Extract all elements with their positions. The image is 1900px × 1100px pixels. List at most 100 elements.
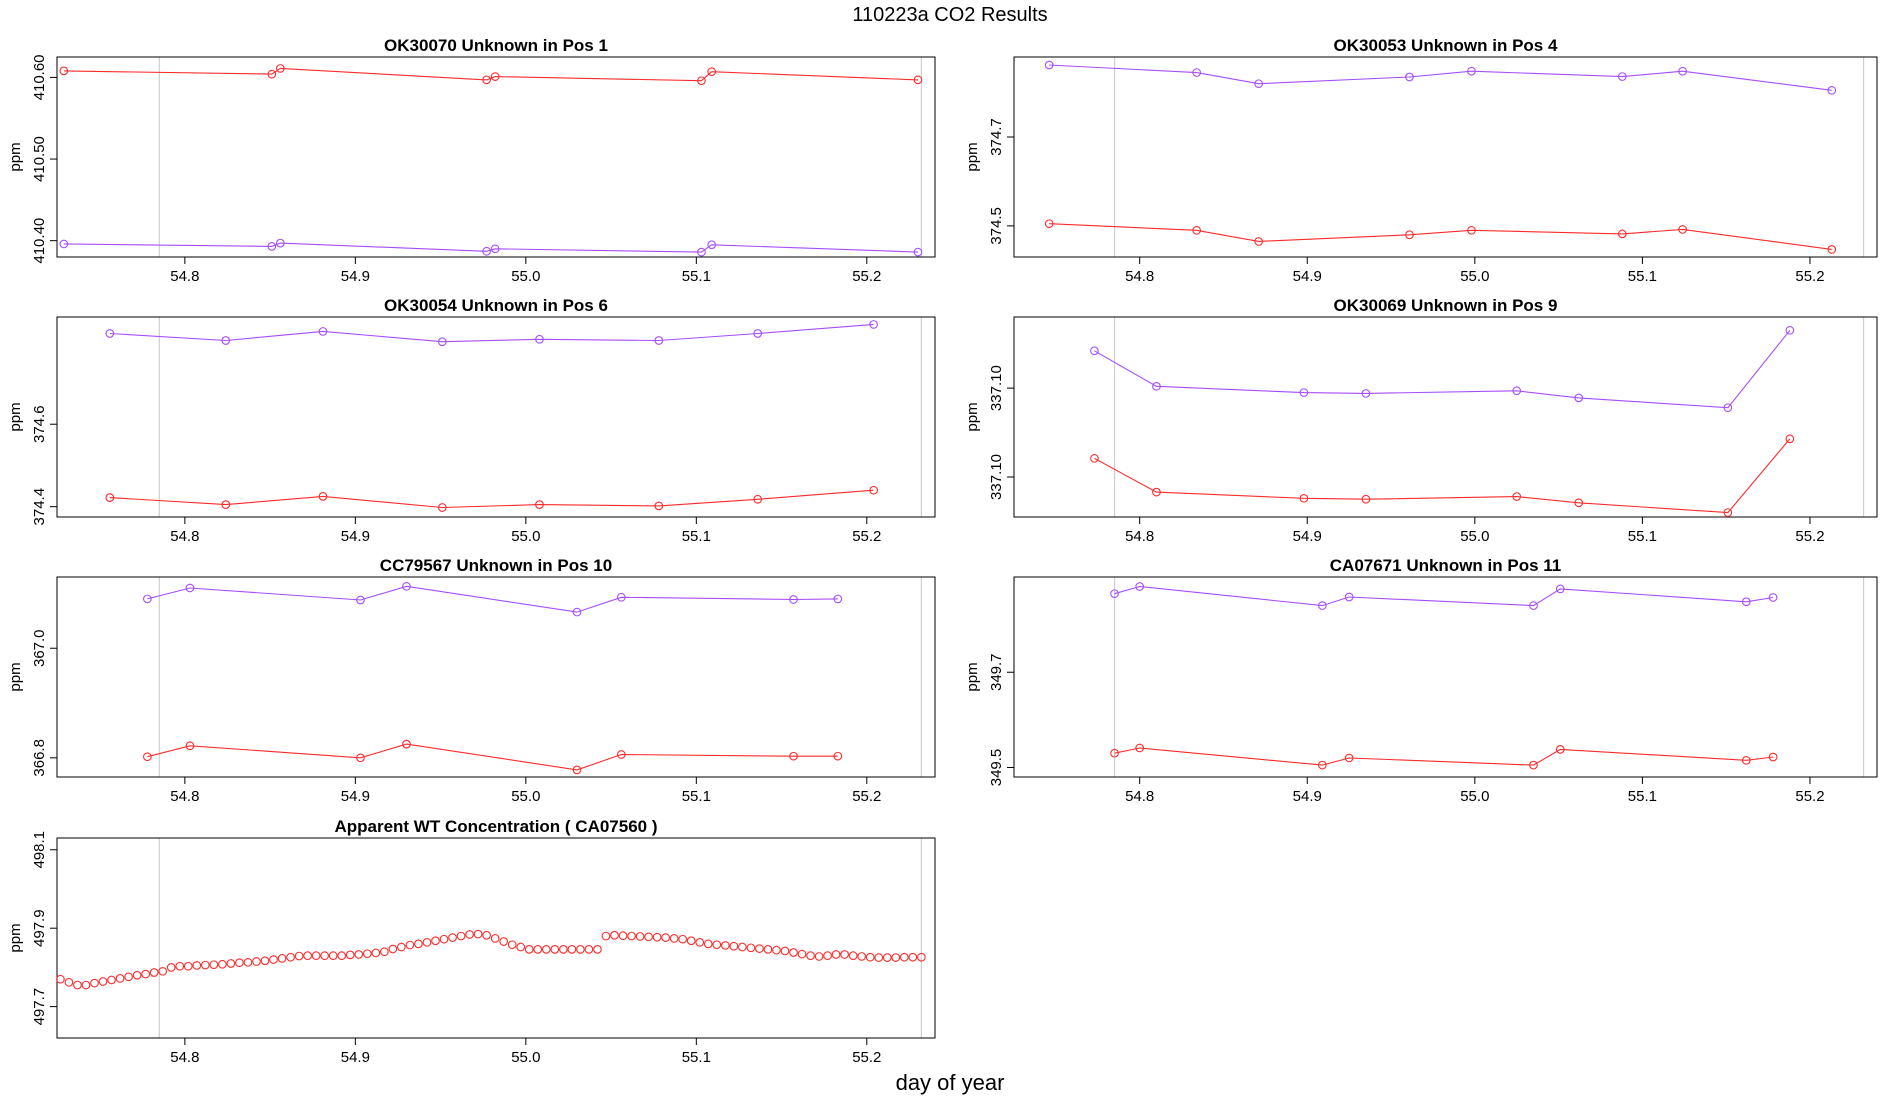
data-point-purple bbox=[105, 329, 115, 338]
data-point-red bbox=[678, 934, 688, 944]
data-point-red bbox=[917, 952, 926, 962]
data-point-red bbox=[550, 945, 560, 954]
data-point-red bbox=[226, 959, 236, 968]
plot-frame bbox=[1013, 576, 1878, 778]
x-tick-label: 55.1 bbox=[1628, 788, 1657, 805]
y-tick-label: 337.10 bbox=[988, 365, 1005, 411]
data-point-red bbox=[899, 952, 909, 962]
data-point-red bbox=[64, 977, 74, 987]
data-point-red bbox=[891, 953, 901, 962]
data-point-red bbox=[362, 949, 372, 959]
series-line-purple bbox=[1049, 64, 1832, 91]
data-point-red bbox=[337, 951, 347, 960]
data-point-red bbox=[260, 956, 270, 966]
data-point-red bbox=[857, 952, 867, 961]
panel-title: OK30069 Unknown in Pos 9 bbox=[1334, 296, 1558, 315]
data-point-red bbox=[1192, 225, 1202, 235]
data-point-purple bbox=[535, 334, 544, 344]
data-point-purple bbox=[616, 592, 626, 602]
data-point-red bbox=[200, 960, 210, 970]
data-point-red bbox=[763, 945, 773, 954]
data-point-red bbox=[90, 978, 99, 988]
data-point-red bbox=[490, 72, 500, 81]
x-tick-label: 55.0 bbox=[1460, 788, 1489, 805]
data-point-red bbox=[1555, 745, 1565, 754]
data-point-red bbox=[507, 940, 517, 950]
data-point-red bbox=[286, 952, 295, 962]
data-point-red bbox=[143, 752, 152, 762]
series-line-purple bbox=[1114, 585, 1774, 607]
data-point-purple bbox=[59, 239, 69, 249]
data-point-red bbox=[780, 946, 790, 956]
data-point-red bbox=[616, 750, 626, 759]
data-point-red bbox=[132, 970, 142, 980]
x-tick-label: 54.8 bbox=[1125, 528, 1154, 545]
data-point-red bbox=[73, 980, 82, 990]
data-point-red bbox=[414, 939, 423, 949]
data-point-red bbox=[1152, 487, 1161, 497]
data-point-red bbox=[1785, 434, 1795, 444]
x-tick-label: 55.0 bbox=[511, 1049, 540, 1066]
data-point-red bbox=[695, 937, 705, 947]
data-point-purple bbox=[275, 238, 285, 248]
data-point-red bbox=[908, 952, 918, 962]
x-tick-label: 54.9 bbox=[341, 788, 370, 805]
data-point-red bbox=[831, 950, 841, 959]
data-point-purple bbox=[1617, 72, 1627, 81]
series-line-red bbox=[147, 743, 838, 771]
data-point-red bbox=[1254, 237, 1264, 246]
series-line-red bbox=[1094, 438, 1791, 514]
data-point-purple bbox=[1467, 66, 1476, 76]
data-point-red bbox=[98, 977, 108, 986]
data-point-red bbox=[456, 931, 466, 941]
y-axis-label: ppm bbox=[7, 402, 24, 431]
data-point-red bbox=[712, 940, 722, 950]
chart-panel-3: OK30054 Unknown in Pos 6 54.8 54.9 55.0 55.1… bbox=[7, 296, 936, 545]
y-tick-label: 410.60 bbox=[31, 54, 48, 100]
x-tick-label: 54.8 bbox=[1125, 268, 1154, 285]
x-tick-label: 55.1 bbox=[1628, 268, 1657, 285]
data-point-red bbox=[243, 957, 253, 967]
data-point-red bbox=[848, 951, 858, 960]
data-point-red bbox=[356, 753, 365, 763]
data-point-red bbox=[572, 765, 582, 775]
data-point-red bbox=[1512, 492, 1522, 501]
x-tick-label: 55.1 bbox=[682, 1049, 711, 1066]
panel-title: OK30053 Unknown in Pos 4 bbox=[1334, 36, 1558, 55]
y-tick-label: 349.5 bbox=[988, 749, 1005, 787]
data-point-red bbox=[797, 949, 807, 959]
y-tick-label: 374.4 bbox=[31, 488, 48, 526]
chart-panel-4: OK30069 Unknown in Pos 9 54.8 54.9 55.0 55.1… bbox=[964, 296, 1878, 545]
data-point-red bbox=[703, 939, 713, 949]
plot-frame bbox=[1013, 56, 1878, 258]
data-point-red bbox=[1299, 493, 1309, 503]
data-point-purple bbox=[1827, 85, 1837, 95]
data-point-purple bbox=[482, 246, 491, 256]
data-point-purple bbox=[1785, 325, 1795, 335]
x-tick-label: 54.9 bbox=[341, 528, 370, 545]
data-point-red bbox=[755, 944, 764, 953]
data-point-purple bbox=[1152, 381, 1161, 391]
data-point-red bbox=[593, 945, 602, 954]
data-point-red bbox=[1344, 753, 1354, 763]
data-point-red bbox=[56, 974, 65, 984]
data-point-red bbox=[320, 951, 330, 960]
series-line-red bbox=[63, 67, 919, 82]
data-point-red bbox=[627, 931, 636, 941]
data-point-purple bbox=[1299, 388, 1309, 397]
data-point-red bbox=[772, 945, 781, 955]
chart-panel-7: Apparent WT Concentration ( CA07560 ) 54.… bbox=[7, 817, 936, 1066]
data-point-red bbox=[185, 741, 195, 751]
y-tick-label: 498.1 bbox=[31, 831, 48, 869]
plot-frame bbox=[1013, 316, 1878, 518]
data-point-red bbox=[269, 955, 278, 964]
data-point-red bbox=[833, 751, 843, 761]
data-point-purple bbox=[402, 581, 411, 591]
plot-frame bbox=[56, 56, 936, 258]
data-point-red bbox=[192, 961, 202, 970]
chart-panel-6: CA07671 Unknown in Pos 11 54.8 54.9 55.0 55.… bbox=[964, 556, 1878, 805]
data-point-red bbox=[473, 929, 483, 939]
data-point-red bbox=[1317, 760, 1327, 770]
data-point-red bbox=[490, 934, 500, 943]
